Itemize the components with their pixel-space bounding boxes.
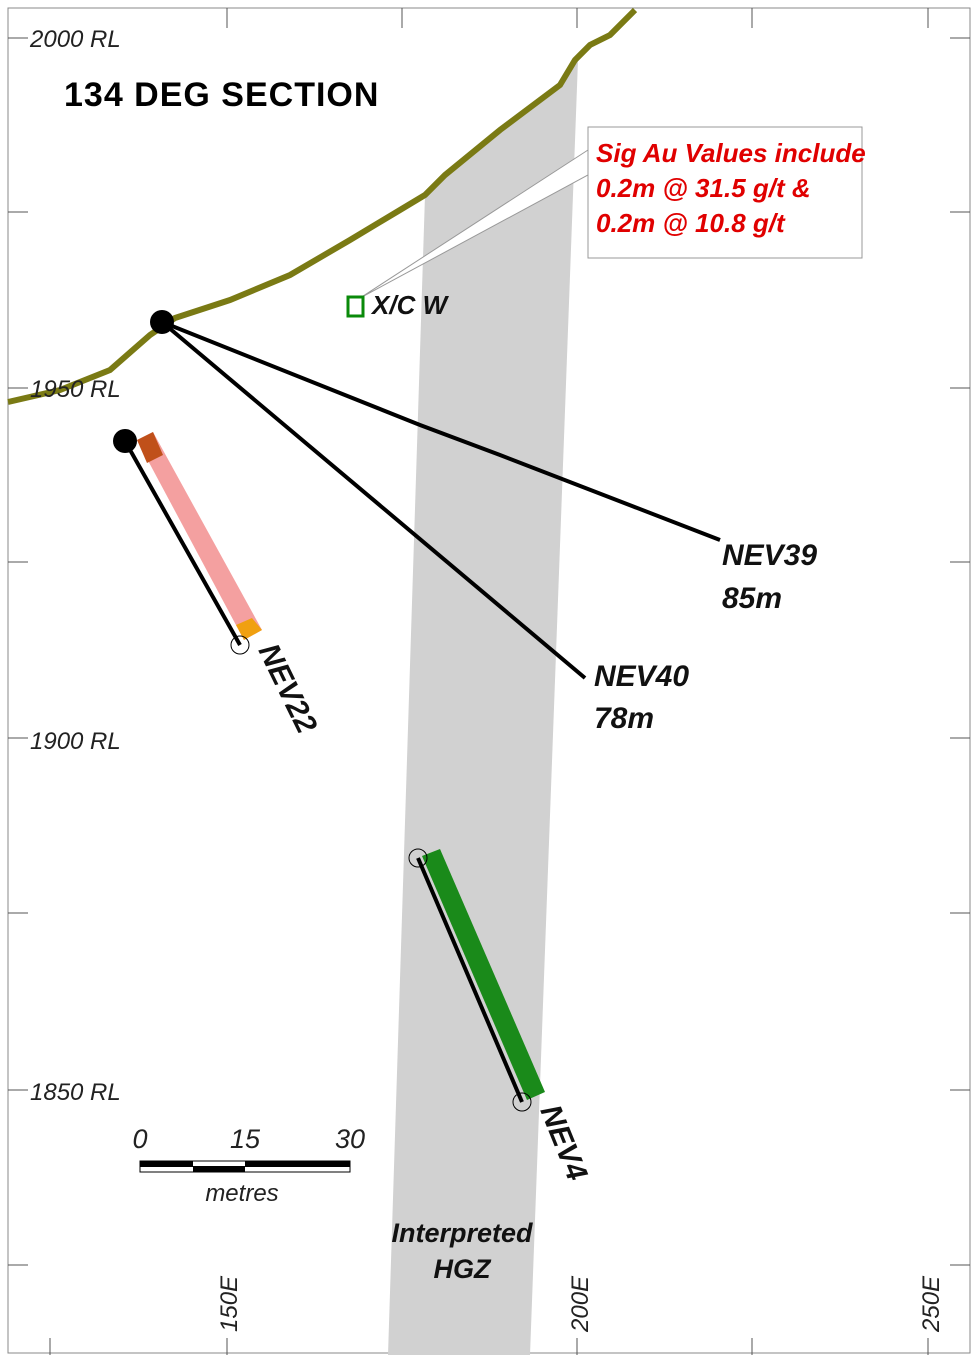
e-label: 250E <box>918 1275 945 1333</box>
callout-text: 0.2m @ 10.8 g/t <box>596 208 786 238</box>
scale-bar <box>140 1161 193 1167</box>
xc-label: X/C W <box>370 290 450 320</box>
xc-marker <box>346 295 365 318</box>
hole-name: NEV39 <box>722 539 817 572</box>
hole-start <box>408 848 428 868</box>
drill-hole <box>160 320 587 680</box>
e-label: 150E <box>216 1275 243 1332</box>
scale-bar <box>139 1160 351 1173</box>
drill-hole <box>416 857 524 1103</box>
callout-text: Sig Au Values include <box>596 138 866 168</box>
e-label: 200E <box>567 1275 594 1333</box>
ground-surface <box>7 7 638 405</box>
hole-length: 85m <box>722 582 782 615</box>
zone-label: HGZ <box>434 1254 493 1284</box>
collar <box>113 429 137 453</box>
callout-text: 0.2m @ 31.5 g/t & <box>596 173 811 203</box>
scale-unit: metres <box>205 1180 278 1207</box>
hole-name: NEV40 <box>594 660 689 693</box>
title: 134 DEG SECTION <box>64 76 379 114</box>
rl-label: 1950 RL <box>30 376 121 403</box>
nev4-zone <box>422 849 545 1100</box>
rl-label: 1850 RL <box>30 1079 121 1106</box>
nev22-zone <box>137 432 163 463</box>
nev22-zone <box>236 618 262 640</box>
hgz-zone <box>388 60 578 1355</box>
hole-length: 78m <box>594 702 654 735</box>
scale-bar <box>245 1161 350 1167</box>
zone-label: Interpreted <box>391 1218 533 1248</box>
collar <box>150 310 174 334</box>
scale-label: 15 <box>230 1124 261 1154</box>
rl-label: 2000 RL <box>29 26 121 53</box>
hole-end <box>230 635 250 655</box>
scale-bar <box>193 1166 245 1172</box>
drill-hole <box>161 320 721 542</box>
scale-label: 0 <box>132 1124 147 1154</box>
callout-box <box>587 126 863 259</box>
hole-end <box>512 1092 532 1112</box>
scale-label: 30 <box>335 1124 365 1154</box>
drill-hole <box>123 440 242 646</box>
nev22-zone <box>137 432 262 640</box>
rl-label: 1900 RL <box>30 728 121 755</box>
